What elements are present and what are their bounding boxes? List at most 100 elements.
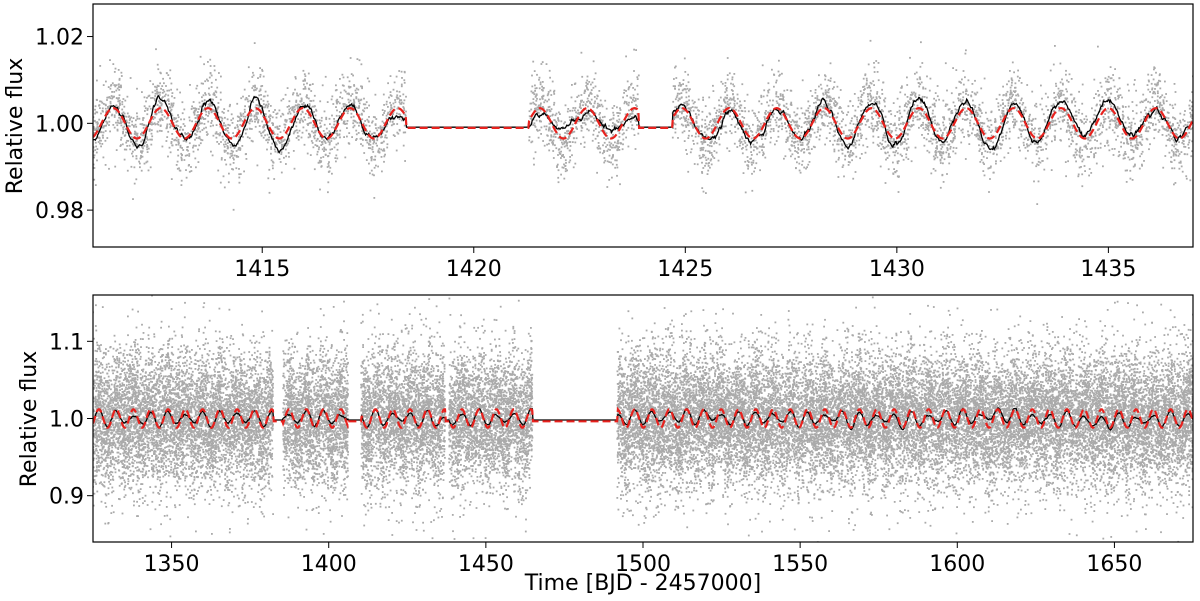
top-data-point (803, 148, 805, 150)
top-data-point (984, 150, 987, 153)
top-data-point (924, 129, 927, 131)
top-data-point (1157, 92, 1159, 95)
top-data-point (198, 120, 201, 123)
top-data-point (1007, 152, 1010, 154)
top-data-point (1010, 77, 1013, 80)
top-data-point (360, 63, 363, 66)
top-data-point (1179, 131, 1182, 134)
top-data-point (1020, 129, 1022, 132)
top-data-point (743, 123, 745, 126)
top-data-point (738, 140, 741, 142)
top-data-point (961, 128, 964, 131)
top-data-point (559, 113, 561, 115)
top-data-point (566, 142, 568, 145)
top-data-point (710, 140, 713, 143)
top-data-point (611, 163, 614, 166)
top-data-point (536, 97, 538, 100)
top-data-point (873, 71, 876, 73)
top-data-point (328, 133, 331, 135)
top-data-point (263, 103, 265, 106)
top-data-point (229, 146, 232, 149)
top-data-point (687, 124, 690, 127)
top-data-point (1151, 88, 1153, 91)
top-data-point (884, 105, 886, 108)
top-data-point (868, 86, 871, 88)
top-data-point (938, 98, 940, 101)
top-data-point (185, 176, 188, 179)
top-data-point (808, 123, 811, 126)
top-data-point (328, 117, 331, 120)
top-data-point (586, 97, 589, 100)
top-data-point (220, 116, 223, 119)
top-data-point (104, 124, 106, 127)
top-data-point (838, 156, 840, 159)
top-data-point (865, 137, 868, 140)
top-data-point (876, 100, 878, 103)
top-data-point (327, 181, 330, 184)
top-data-point (224, 159, 226, 161)
top-data-point (276, 136, 279, 138)
top-data-point (896, 97, 899, 100)
top-data-point (212, 134, 215, 137)
top-data-point (986, 117, 989, 120)
top-data-point (537, 136, 540, 139)
top-data-point (715, 151, 718, 154)
top-data-point (912, 119, 914, 122)
top-data-point (1109, 103, 1112, 105)
top-data-point (938, 123, 940, 126)
top-data-point (805, 109, 808, 112)
top-data-point (1111, 129, 1114, 132)
top-data-point (355, 139, 357, 141)
top-data-point (259, 75, 262, 78)
top-data-point (1009, 130, 1011, 133)
top-data-point (976, 129, 979, 131)
top-data-point (280, 153, 283, 155)
top-data-point (901, 85, 903, 88)
top-data-point (775, 95, 778, 98)
top-data-point (827, 102, 830, 105)
top-data-point (705, 192, 707, 194)
top-data-point (126, 125, 129, 127)
top-data-point (1099, 103, 1102, 106)
top-data-point (1141, 150, 1144, 153)
top-data-point (1013, 71, 1015, 74)
top-data-point (381, 120, 384, 123)
top-data-point (182, 140, 185, 142)
top-data-point (861, 122, 863, 125)
top-data-point (825, 137, 828, 140)
top-data-point (970, 113, 973, 116)
top-data-point (951, 112, 954, 114)
top-data-point (293, 167, 296, 170)
top-data-point (253, 115, 256, 118)
top-data-point (1047, 96, 1049, 99)
top-data-point (739, 138, 742, 141)
top-data-point (171, 95, 173, 98)
top-data-point (1114, 97, 1117, 99)
top-data-point (307, 136, 310, 139)
top-data-point (709, 113, 712, 116)
top-data-point (818, 74, 820, 77)
top-data-point (960, 100, 962, 103)
top-data-point (756, 147, 759, 150)
top-data-point (173, 139, 176, 142)
top-data-point (304, 86, 307, 88)
top-data-point (1012, 90, 1015, 93)
top-data-point (618, 146, 620, 148)
top-data-point (577, 94, 580, 97)
top-data-point (335, 101, 338, 104)
top-data-point (1160, 104, 1163, 107)
top-data-point (867, 93, 870, 96)
top-data-point (346, 92, 349, 95)
top-data-point (548, 122, 551, 125)
top-data-point (236, 124, 239, 126)
top-data-point (697, 109, 699, 112)
top-data-point (785, 130, 788, 133)
top-data-point (870, 127, 873, 130)
top-data-point (141, 123, 144, 126)
top-data-point (876, 92, 878, 95)
top-data-point (528, 136, 531, 138)
top-data-point (675, 105, 678, 108)
top-data-point (1134, 122, 1136, 125)
top-data-point (833, 97, 835, 100)
top-data-point (772, 128, 775, 130)
